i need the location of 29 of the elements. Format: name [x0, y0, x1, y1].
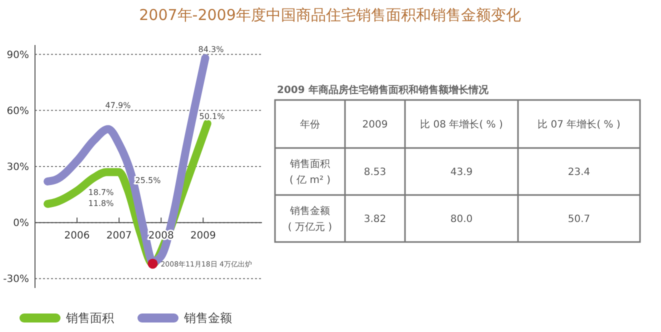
text: 销售面积 ( 亿 m² ): [289, 158, 331, 186]
text: 2009: [362, 120, 388, 130]
annotation: 18.7%: [88, 188, 114, 197]
text: 3.82: [364, 214, 386, 225]
x-tick-label: 2009: [190, 230, 216, 242]
annotation: 47.9%: [105, 101, 132, 110]
text: 比 08 年增长( % ): [420, 118, 503, 130]
x-tick-label: 2006: [64, 230, 90, 242]
text: 8.53: [364, 167, 386, 178]
y-tick-label: 0%: [13, 218, 29, 230]
text: 2009 年商品房住宅销售面积和销售额增长情况: [277, 84, 490, 96]
text: 销售金额 ( 万亿元 ): [288, 205, 332, 233]
text: 比 07 年增长( % ): [538, 118, 620, 130]
y-tick-label: -30%: [3, 274, 29, 286]
text: 43.9: [450, 167, 473, 178]
legend-label: 销售面积: [65, 311, 114, 326]
y-tick-label: 90%: [6, 50, 29, 61]
text: 年份: [300, 118, 320, 130]
x-tick-label: 2007: [106, 230, 132, 242]
y-tick-label: 60%: [6, 106, 29, 117]
text: 80.0: [450, 214, 473, 225]
annotation: 50.1%: [199, 112, 226, 121]
legend-label: 销售金额: [183, 311, 232, 326]
y-tick-label: 30%: [6, 162, 29, 173]
annotation: 11.8%: [88, 199, 114, 208]
text: 2007年-2009年度中国商品住宅销售面积和销售金额变化: [139, 6, 521, 24]
text: 50.7: [568, 214, 590, 225]
text: 23.4: [568, 167, 590, 178]
annotation: 84.3%: [198, 45, 224, 54]
